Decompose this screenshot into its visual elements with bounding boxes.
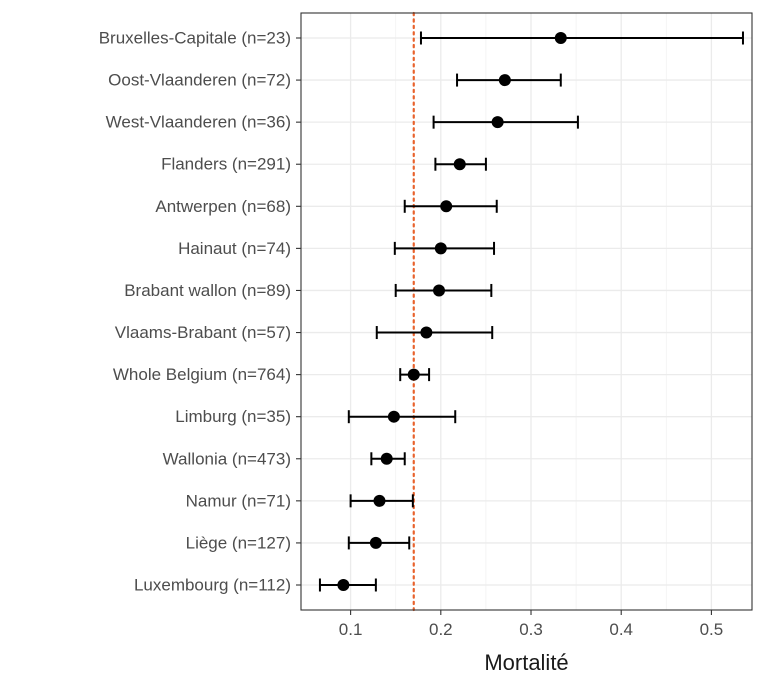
x-tick-label: 0.1	[339, 620, 363, 639]
y-axis: Bruxelles-Capitale (n=23) Oost-Vlaanderen…	[99, 29, 301, 595]
data-point	[440, 200, 453, 213]
x-tick-label: 0.3	[519, 620, 543, 639]
x-axis-title: Mortalité	[484, 650, 568, 675]
y-tick-label: Antwerpen (n=68)	[155, 197, 291, 216]
grid	[301, 13, 752, 610]
data-point	[420, 326, 433, 339]
y-tick-label: Namur (n=71)	[186, 491, 291, 510]
data-point	[453, 158, 466, 171]
data-point	[387, 410, 400, 423]
data-point	[407, 368, 420, 381]
data-point	[498, 74, 511, 87]
data-point	[369, 536, 382, 549]
x-tick-label: 0.4	[609, 620, 633, 639]
error-bar	[375, 326, 494, 340]
data-point	[433, 284, 446, 297]
data-point	[373, 494, 386, 507]
y-tick-label: West-Vlaanderen (n=36)	[106, 113, 291, 132]
error-bar	[419, 31, 744, 45]
plot-marks	[318, 31, 744, 592]
data-point	[337, 579, 350, 591]
y-tick-label: Whole Belgium (n=764)	[113, 365, 291, 384]
data-point	[554, 32, 567, 44]
y-tick-label: Oost-Vlaanderen (n=72)	[108, 71, 291, 90]
data-point	[491, 116, 504, 129]
x-tick-label: 0.5	[700, 620, 724, 639]
panel-background	[301, 13, 752, 610]
error-bar	[347, 410, 457, 424]
y-tick-label: Vlaams-Brabant (n=57)	[115, 323, 291, 342]
x-axis: 0.1 0.2 0.3 0.4 0.5	[339, 610, 723, 639]
y-tick-label: Flanders (n=291)	[161, 155, 291, 174]
data-point	[434, 242, 447, 255]
y-tick-label: Wallonia (n=473)	[163, 449, 291, 468]
error-bar	[432, 115, 579, 129]
panel-border	[300, 12, 753, 611]
data-point	[380, 452, 393, 465]
y-tick-label: Liège (n=127)	[186, 533, 291, 552]
y-tick-label: Bruxelles-Capitale (n=23)	[99, 29, 291, 48]
x-tick-label: 0.2	[429, 620, 453, 639]
y-tick-label: Brabant wallon (n=89)	[124, 281, 291, 300]
y-tick-label: Luxembourg (n=112)	[134, 576, 291, 595]
y-tick-label: Hainaut (n=74)	[178, 239, 291, 258]
y-tick-label: Limburg (n=35)	[175, 407, 291, 426]
